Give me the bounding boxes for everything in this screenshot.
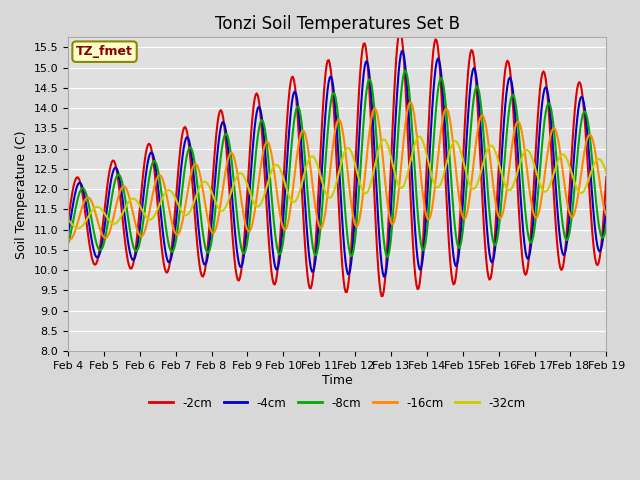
-16cm <box>292 159 300 165</box>
-16cm <box>65 237 73 242</box>
Title: Tonzi Soil Temperatures Set B: Tonzi Soil Temperatures Set B <box>214 15 460 33</box>
-32cm <box>74 226 82 231</box>
-16cm <box>233 166 241 172</box>
-4cm <box>291 89 299 95</box>
-2cm <box>64 219 72 225</box>
Line: -16cm: -16cm <box>68 102 606 240</box>
-4cm <box>232 234 239 240</box>
-2cm <box>556 259 563 265</box>
Line: -2cm: -2cm <box>68 31 606 296</box>
-32cm <box>462 169 470 175</box>
-4cm <box>398 48 406 54</box>
-2cm <box>392 56 400 62</box>
Legend: -2cm, -4cm, -8cm, -16cm, -32cm: -2cm, -4cm, -8cm, -16cm, -32cm <box>145 392 530 414</box>
-32cm <box>292 197 300 203</box>
-8cm <box>291 111 299 117</box>
-8cm <box>462 193 470 199</box>
-8cm <box>401 68 409 73</box>
-2cm <box>232 265 239 271</box>
-32cm <box>233 174 241 180</box>
-4cm <box>602 203 610 208</box>
-16cm <box>602 212 610 218</box>
-8cm <box>64 241 72 247</box>
X-axis label: Time: Time <box>322 374 353 387</box>
Text: TZ_fmet: TZ_fmet <box>76 45 133 58</box>
-32cm <box>602 170 610 176</box>
-8cm <box>392 161 400 167</box>
-2cm <box>291 84 299 90</box>
-2cm <box>602 174 610 180</box>
-16cm <box>64 236 72 242</box>
-4cm <box>462 148 470 154</box>
-8cm <box>556 187 563 192</box>
Line: -8cm: -8cm <box>68 71 606 257</box>
-32cm <box>367 182 374 188</box>
-16cm <box>392 208 400 214</box>
-4cm <box>392 105 400 111</box>
-16cm <box>407 99 415 105</box>
-32cm <box>416 134 424 140</box>
-2cm <box>378 293 385 299</box>
-4cm <box>380 274 388 279</box>
-2cm <box>462 103 470 108</box>
-4cm <box>556 228 563 233</box>
-8cm <box>365 76 373 82</box>
-2cm <box>365 85 373 91</box>
-4cm <box>64 232 72 238</box>
-32cm <box>392 176 400 181</box>
-16cm <box>367 122 374 128</box>
-8cm <box>232 197 239 203</box>
-8cm <box>602 222 610 228</box>
-8cm <box>383 254 391 260</box>
Y-axis label: Soil Temperature (C): Soil Temperature (C) <box>15 130 28 259</box>
-2cm <box>396 28 403 34</box>
Line: -4cm: -4cm <box>68 51 606 276</box>
-16cm <box>462 214 470 220</box>
-32cm <box>64 216 72 222</box>
Line: -32cm: -32cm <box>68 137 606 228</box>
-32cm <box>556 156 563 161</box>
-16cm <box>556 143 563 149</box>
-4cm <box>365 71 373 76</box>
